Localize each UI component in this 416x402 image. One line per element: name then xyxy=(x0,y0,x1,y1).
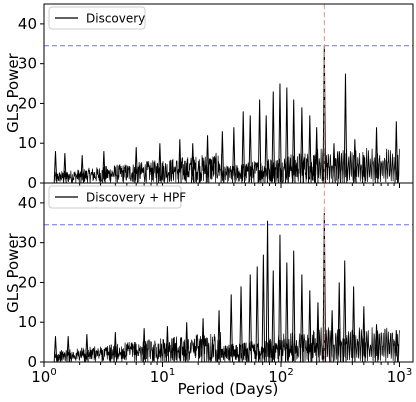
y-tick-label: 0 xyxy=(27,353,37,371)
periodogram-peak xyxy=(343,73,348,184)
periodogram-peak xyxy=(285,262,289,363)
y-tick-label: 20 xyxy=(18,273,37,291)
periodogram-peak xyxy=(205,135,210,184)
top-legend: Discovery xyxy=(48,6,146,30)
periodogram-peak xyxy=(291,250,296,363)
x-tick-label: 103 xyxy=(387,367,412,386)
periodogram-peak xyxy=(113,332,118,363)
y-tick-label: 30 xyxy=(18,234,37,252)
periodogram-peak xyxy=(337,282,342,363)
top-panel: 0 10 20 30 40 GLS Power Discovery xyxy=(4,3,414,192)
periodogram-peak xyxy=(158,143,162,184)
periodogram-peak xyxy=(314,127,319,184)
periodogram-peak xyxy=(278,234,282,363)
periodogram-peak xyxy=(248,274,253,363)
top-legend-box xyxy=(48,6,146,30)
periodogram-peak xyxy=(261,254,266,363)
periodogram-peak xyxy=(316,302,320,363)
periodogram-peak xyxy=(190,143,195,184)
periodogram-peak xyxy=(66,336,70,363)
y-tick-label: 10 xyxy=(18,313,37,331)
periodogram-peak xyxy=(53,336,58,363)
periodogram-peak xyxy=(220,131,225,184)
periodogram-peak xyxy=(322,212,327,363)
y-tick-label: 20 xyxy=(18,94,37,112)
periodogram-peak xyxy=(265,220,270,363)
periodogram-peak xyxy=(217,310,221,363)
periodogram-peak xyxy=(80,155,84,184)
periodogram-peak xyxy=(165,326,170,363)
periodogram-peak xyxy=(300,107,304,184)
y-tick-label: 40 xyxy=(18,194,37,212)
periodogram-peak xyxy=(63,153,67,184)
periodogram-peak xyxy=(394,121,399,184)
periodogram-peak xyxy=(307,290,312,363)
periodogram-peak xyxy=(307,115,312,184)
periodogram-peak xyxy=(374,324,379,363)
top-legend-label: Discovery xyxy=(86,12,145,26)
periodogram-peak xyxy=(264,115,268,184)
periodogram-peak xyxy=(53,151,58,184)
periodogram-peak xyxy=(330,310,334,363)
periodogram-peak xyxy=(102,151,106,184)
periodogram-peak xyxy=(278,83,282,184)
x-axis-label: Period (Days) xyxy=(178,380,279,398)
periodogram-peak xyxy=(291,99,296,184)
y-tick-label: 10 xyxy=(18,134,37,152)
bottom-legend-box xyxy=(48,185,182,209)
periodogram-peak xyxy=(271,270,276,363)
periodogram-peak xyxy=(184,322,189,363)
periodogram-peak xyxy=(239,286,243,363)
periodogram-peak xyxy=(300,274,304,363)
periodogram-peak xyxy=(241,111,246,184)
periodogram-peak xyxy=(353,139,357,184)
periodogram-peak xyxy=(232,127,236,184)
periodogram-peak xyxy=(337,151,342,184)
x-tick-label: 102 xyxy=(268,367,293,386)
periodogram-peak xyxy=(351,286,356,363)
periodogram-peak xyxy=(257,99,262,184)
periodogram-peak xyxy=(178,139,182,184)
periodogram-peak xyxy=(248,115,253,184)
bottom-legend: Discovery + HPF xyxy=(48,185,186,209)
periodogram-peak xyxy=(85,334,89,363)
periodogram-peak xyxy=(342,260,347,363)
periodogram-peak xyxy=(285,87,289,184)
periodogram-peak xyxy=(201,318,205,363)
x-tick-label: 100 xyxy=(31,367,56,386)
periodogram-peak xyxy=(362,306,366,363)
periodogram-peak xyxy=(362,155,366,184)
top-y-axis-label: GLS Power xyxy=(4,52,22,132)
periodogram-peak xyxy=(229,294,234,363)
bottom-legend-label: Discovery + HPF xyxy=(86,191,186,205)
periodogram-peak xyxy=(255,266,260,363)
periodogram-peak xyxy=(142,328,146,363)
bottom-panel: 0 10 20 30 40 100 101 102 103 GLS Power Period … xyxy=(4,182,414,398)
bottom-panel-frame xyxy=(43,182,414,363)
periodogram-peak xyxy=(271,91,276,184)
x-tick-label: 101 xyxy=(150,367,175,386)
periodogram-peak xyxy=(374,127,379,184)
y-tick-label: 30 xyxy=(18,55,37,73)
periodogram-peak xyxy=(332,143,336,184)
y-tick-label: 0 xyxy=(27,174,37,192)
y-tick-label: 40 xyxy=(18,15,37,33)
bottom-y-axis-label: GLS Power xyxy=(4,232,22,312)
periodogram-peak xyxy=(394,330,399,363)
periodogram-peak xyxy=(134,147,139,184)
